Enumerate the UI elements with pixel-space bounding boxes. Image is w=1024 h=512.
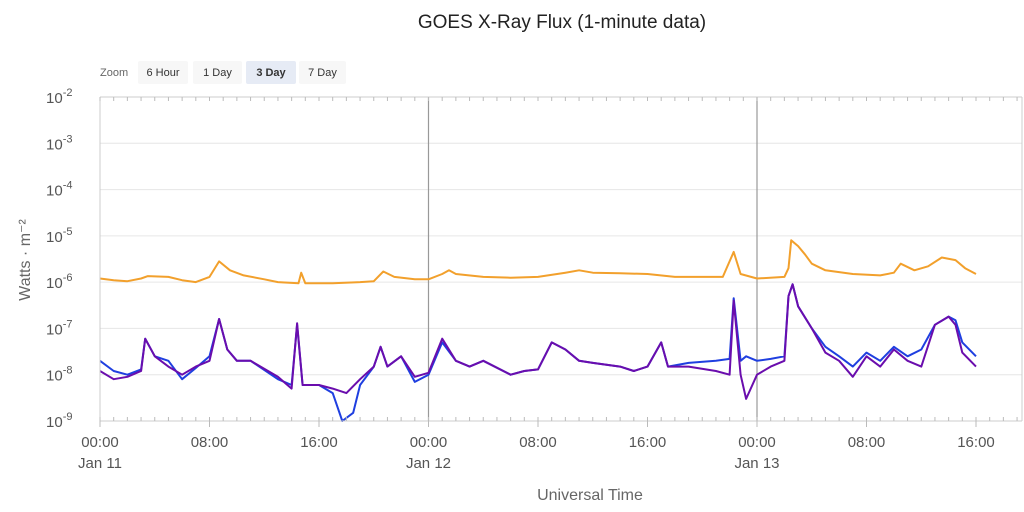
zoom-7-day-label[interactable]: 7 Day: [308, 67, 337, 79]
zoom-3-day-label[interactable]: 3 Day: [256, 67, 286, 79]
chart-title: GOES X-Ray Flux (1-minute data): [418, 12, 706, 33]
x-tick-label: 16:00: [957, 434, 995, 451]
zoom-1-day-button[interactable]: [193, 61, 242, 84]
zoom-label: Zoom: [100, 67, 128, 79]
zoom-3-day-button[interactable]: [246, 61, 296, 84]
series-line-1: [99, 239, 977, 285]
zoom-7-day-button[interactable]: [299, 61, 346, 84]
x-tick-label: 16:00: [300, 434, 338, 451]
y-tick-label: 10-4: [46, 180, 72, 200]
series-lines: [99, 239, 977, 422]
zoom-6-hour-button[interactable]: [138, 61, 188, 84]
x-tick-label: 00:00: [81, 434, 119, 451]
y-tick-label: 10-8: [46, 365, 72, 385]
y-tick-label: 10-2: [46, 87, 72, 107]
zoom-controls: Zoom 6 Hour 1 Day 3 Day 7 Day: [100, 61, 346, 84]
zoom-6-hour-label[interactable]: 6 Hour: [146, 67, 179, 79]
x-axis-title: Universal Time: [537, 487, 643, 504]
x-tick-date-label: Jan 12: [406, 455, 451, 472]
y-tick-label: 10-5: [46, 226, 72, 246]
x-tick-label: 08:00: [848, 434, 886, 451]
series-line-2: [99, 283, 977, 422]
x-tick-label: 08:00: [519, 434, 557, 451]
x-tick-date-label: Jan 13: [734, 455, 779, 472]
grid: [100, 96, 1022, 422]
x-tick-label: 00:00: [738, 434, 776, 451]
y-tick-label: 10-9: [46, 411, 72, 431]
x-tick-date-label: Jan 11: [78, 455, 122, 472]
axes: 10-9 10-8 10-7 10-6 10-5 10-4 10-3 10-2 00:00 Jan…: [46, 87, 1023, 472]
zoom-1-day-label[interactable]: 1 Day: [203, 67, 232, 79]
y-axis-title: Watts · m⁻²: [17, 219, 34, 301]
x-tick-label: 16:00: [629, 434, 667, 451]
x-tick-label: 08:00: [191, 434, 229, 451]
y-tick-label: 10-3: [46, 133, 72, 153]
x-tick-label: 00:00: [410, 434, 448, 451]
y-tick-label: 10-6: [46, 272, 72, 292]
day-markers: [427, 97, 758, 421]
series-line-3: [99, 283, 977, 400]
y-tick-label: 10-7: [46, 318, 72, 338]
